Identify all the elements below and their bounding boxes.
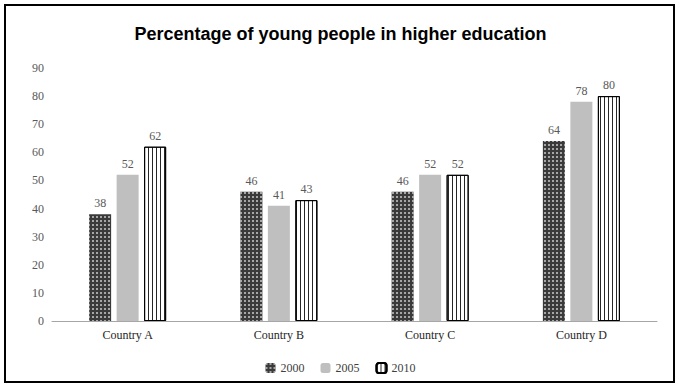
- svg-text:2000: 2000: [281, 361, 305, 375]
- svg-text:30: 30: [32, 230, 44, 244]
- svg-text:78: 78: [575, 84, 587, 98]
- svg-text:52: 52: [122, 157, 134, 171]
- svg-text:41: 41: [273, 188, 285, 202]
- svg-text:Country D: Country D: [556, 328, 607, 342]
- svg-text:40: 40: [32, 202, 44, 216]
- svg-text:46: 46: [397, 174, 409, 188]
- svg-text:Country C: Country C: [405, 328, 455, 342]
- svg-text:52: 52: [424, 157, 436, 171]
- svg-text:46: 46: [245, 174, 257, 188]
- svg-text:50: 50: [32, 173, 44, 187]
- svg-text:20: 20: [32, 258, 44, 272]
- svg-text:64: 64: [548, 123, 560, 137]
- svg-text:90: 90: [32, 61, 44, 75]
- svg-text:Country B: Country B: [254, 328, 304, 342]
- svg-text:38: 38: [94, 196, 106, 210]
- svg-text:70: 70: [32, 117, 44, 131]
- svg-text:Percentage of young people in: Percentage of young people in higher edu…: [134, 24, 546, 44]
- svg-text:52: 52: [452, 157, 464, 171]
- svg-text:43: 43: [300, 182, 312, 196]
- svg-text:0: 0: [38, 314, 44, 328]
- svg-text:62: 62: [149, 129, 161, 143]
- svg-text:2010: 2010: [392, 361, 416, 375]
- svg-text:10: 10: [32, 286, 44, 300]
- svg-text:80: 80: [603, 78, 615, 92]
- svg-text:Country A: Country A: [102, 328, 153, 342]
- svg-text:80: 80: [32, 89, 44, 103]
- svg-text:2005: 2005: [336, 361, 360, 375]
- svg-text:60: 60: [32, 145, 44, 159]
